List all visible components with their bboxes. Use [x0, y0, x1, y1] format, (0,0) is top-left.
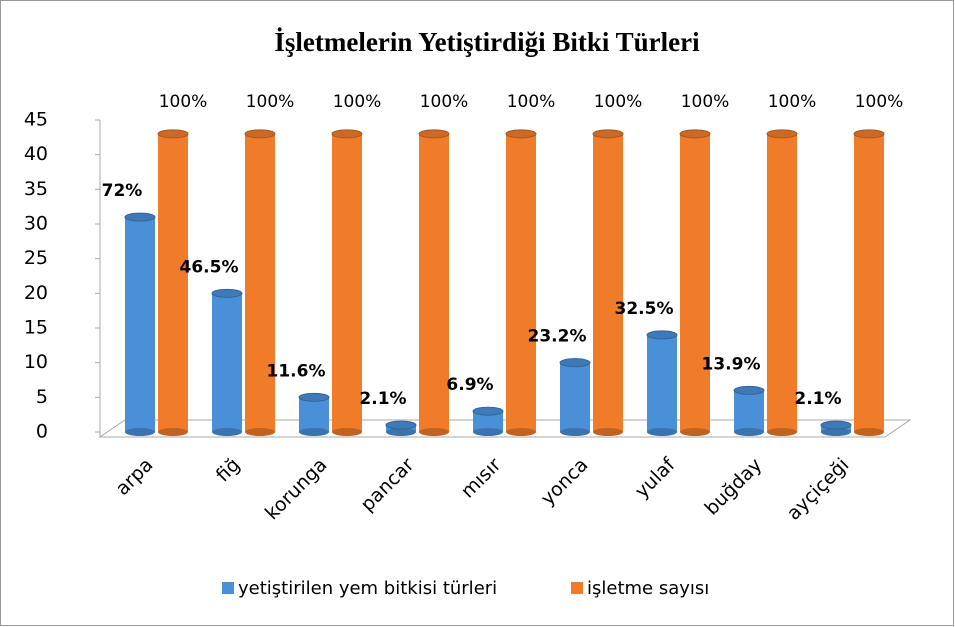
- bar: [506, 133, 536, 432]
- bar-top: [385, 420, 417, 430]
- value-label: 72%: [102, 181, 143, 201]
- bar-base: [647, 428, 677, 436]
- legend-label: yetiştirilen yem bitkisi türleri: [238, 578, 497, 599]
- bar-base: [854, 428, 884, 436]
- bar-base: [299, 428, 329, 436]
- chart-title: İşletmelerin Yetiştirdiği Bitki Türleri: [274, 27, 700, 57]
- bar-top: [853, 129, 885, 139]
- bar-top: [505, 129, 537, 139]
- bar-top: [679, 129, 711, 139]
- legend-swatch: [571, 582, 583, 594]
- bar: [332, 133, 362, 432]
- y-tick-label: 40: [24, 143, 48, 165]
- value-label: 11.6%: [267, 361, 326, 381]
- value-label: 100%: [507, 92, 556, 112]
- bar: [158, 133, 188, 432]
- value-label: 100%: [420, 92, 469, 112]
- bar-top: [559, 358, 591, 368]
- y-tick-label: 15: [24, 317, 48, 339]
- bar-top: [766, 129, 798, 139]
- bar-top: [592, 129, 624, 139]
- bar-base: [386, 428, 416, 436]
- value-label: 2.1%: [359, 389, 406, 409]
- y-tick-label: 0: [36, 421, 48, 443]
- bar-top: [331, 129, 363, 139]
- bar: [647, 334, 677, 432]
- value-label: 2.1%: [794, 389, 841, 409]
- y-tick-label: 20: [24, 282, 48, 304]
- legend-label: işletme sayısı: [587, 578, 709, 599]
- value-label: 100%: [855, 92, 904, 112]
- bar-base: [125, 428, 155, 436]
- bar: [299, 397, 329, 432]
- bar-top: [244, 129, 276, 139]
- bar-top: [472, 406, 504, 416]
- y-tick-label: 35: [24, 178, 48, 200]
- bar-base: [734, 428, 764, 436]
- bar-top: [820, 420, 852, 430]
- bar-top: [157, 129, 189, 139]
- bar: [473, 411, 503, 432]
- bar: [560, 362, 590, 432]
- value-label: 100%: [768, 92, 817, 112]
- bar-base: [821, 428, 851, 436]
- bar-base: [419, 428, 449, 436]
- bar-base: [158, 428, 188, 436]
- bar: [734, 390, 764, 432]
- value-label: 100%: [594, 92, 643, 112]
- bar: [593, 133, 623, 432]
- bar: [767, 133, 797, 432]
- value-label: 100%: [333, 92, 382, 112]
- bar: [680, 133, 710, 432]
- bar-base: [506, 428, 536, 436]
- bar-base: [593, 428, 623, 436]
- value-label: 6.9%: [446, 375, 493, 395]
- bar: [212, 293, 242, 432]
- bar-top: [418, 129, 450, 139]
- bar-top: [124, 212, 156, 222]
- bar-base: [332, 428, 362, 436]
- bar: [854, 133, 884, 432]
- value-label: 100%: [159, 92, 208, 112]
- bar-base: [245, 428, 275, 436]
- bar-top: [733, 385, 765, 395]
- bar-base: [473, 428, 503, 436]
- bar: [419, 133, 449, 432]
- y-tick-label: 10: [24, 351, 48, 373]
- value-label: 13.9%: [702, 354, 761, 374]
- bar-base: [767, 428, 797, 436]
- value-label: 100%: [246, 92, 295, 112]
- value-label: 100%: [681, 92, 730, 112]
- y-tick-label: 25: [24, 247, 48, 269]
- bar-top: [298, 392, 330, 402]
- y-tick-label: 5: [36, 386, 48, 408]
- bar-base: [680, 428, 710, 436]
- bar: [125, 217, 155, 432]
- y-tick-label: 45: [24, 109, 48, 131]
- bar-base: [560, 428, 590, 436]
- bar: [245, 133, 275, 432]
- value-label: 46.5%: [180, 257, 239, 277]
- value-label: 32.5%: [615, 299, 674, 319]
- bar-top: [646, 330, 678, 340]
- y-tick-label: 30: [24, 213, 48, 235]
- bar-base: [212, 428, 242, 436]
- bar-top: [211, 288, 243, 298]
- value-label: 23.2%: [528, 327, 587, 347]
- legend-swatch: [222, 582, 234, 594]
